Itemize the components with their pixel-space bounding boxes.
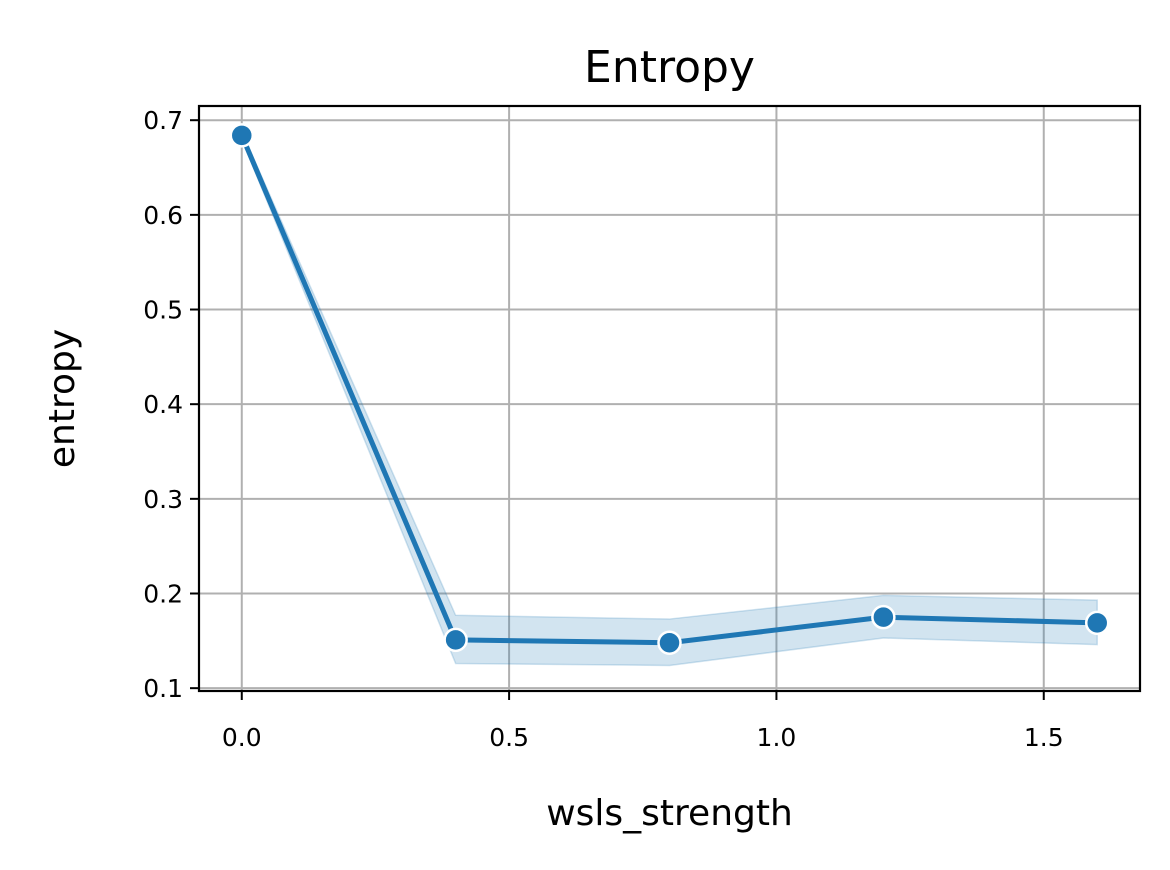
grid-layer	[199, 106, 1140, 691]
y-tick-label: 0.7	[143, 106, 183, 135]
data-point	[1084, 610, 1110, 636]
confidence-band-layer	[241, 131, 1098, 667]
plot-frame	[197, 104, 1142, 693]
confidence-band	[241, 131, 1098, 667]
y-tick-label: 0.2	[143, 580, 183, 609]
y-tick-label: 0.1	[143, 674, 183, 703]
marker-layer	[229, 123, 1110, 655]
series-line	[239, 132, 1100, 646]
y-tick-label: 0.6	[143, 201, 183, 230]
x-tick-label: 1.0	[757, 723, 797, 752]
x-tick-label: 0.0	[222, 723, 262, 752]
data-point	[871, 604, 896, 630]
tick-layer: 0.0 0.5 1.0 1.5 0.1 0.2 0.3 0.4 0.5 0.6 0.7	[143, 106, 1063, 752]
y-tick-label: 0.4	[143, 390, 183, 419]
y-axis-label: entropy	[42, 329, 83, 468]
x-axis-label: wsls_strength	[546, 793, 793, 834]
data-point	[657, 630, 682, 655]
x-tick-label: 0.5	[489, 723, 529, 752]
x-tick-label: 1.5	[1024, 723, 1064, 752]
y-tick-label: 0.3	[143, 485, 183, 514]
chart-title: Entropy	[584, 42, 755, 93]
y-tick-label: 0.5	[143, 296, 183, 325]
series-line-layer	[239, 132, 1100, 646]
data-point	[229, 123, 255, 148]
data-point	[443, 627, 468, 653]
